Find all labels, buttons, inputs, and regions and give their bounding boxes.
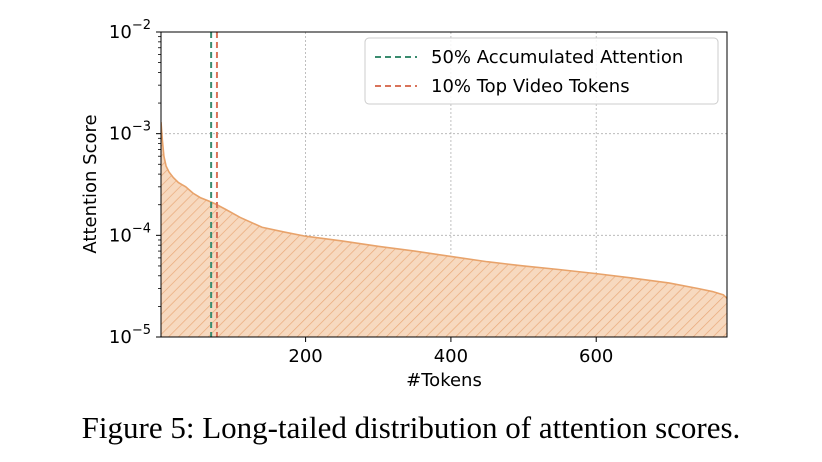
x-tick-label: 400 xyxy=(434,346,468,367)
legend-label: 50% Accumulated Attention xyxy=(431,47,683,68)
vline-layer xyxy=(210,32,218,337)
area-layer xyxy=(161,122,727,337)
plot-frame xyxy=(160,31,728,338)
axes xyxy=(160,31,728,338)
y-tick-base: 10 xyxy=(109,124,132,145)
chart: 10−510−410−310−2 200 400 600 #Tokens Atten… xyxy=(80,18,728,391)
y-tick-exponent: −2 xyxy=(132,18,151,33)
grid xyxy=(161,32,727,337)
attention-area xyxy=(161,122,727,337)
y-tick-base: 10 xyxy=(109,22,132,43)
y-tick-label: 10−2 xyxy=(109,18,151,43)
y-tick-base: 10 xyxy=(109,225,132,246)
x-ticks: 200 400 600 xyxy=(288,337,613,367)
y-ticks: 10−510−410−310−2 xyxy=(109,18,161,348)
y-tick-label: 10−3 xyxy=(109,120,151,145)
legend-label: 10% Top Video Tokens xyxy=(431,76,630,97)
legend: 50% Accumulated Attention 10% Top Video T… xyxy=(364,37,719,105)
y-tick-base: 10 xyxy=(109,327,132,348)
x-tick-label: 600 xyxy=(579,346,613,367)
legend-box xyxy=(364,37,719,105)
y-tick-label: 10−4 xyxy=(109,221,151,246)
figure-caption: Figure 5: Long-tailed distribution of at… xyxy=(81,410,741,445)
y-tick-exponent: −4 xyxy=(132,221,151,236)
x-axis-label: #Tokens xyxy=(406,370,482,391)
y-axis-label: Attention Score xyxy=(80,114,101,253)
y-tick-exponent: −5 xyxy=(132,323,151,338)
y-tick-label: 10−5 xyxy=(109,323,151,348)
y-tick-exponent: −3 xyxy=(132,120,151,135)
x-tick-label: 200 xyxy=(288,346,322,367)
attention-curve xyxy=(161,122,727,299)
